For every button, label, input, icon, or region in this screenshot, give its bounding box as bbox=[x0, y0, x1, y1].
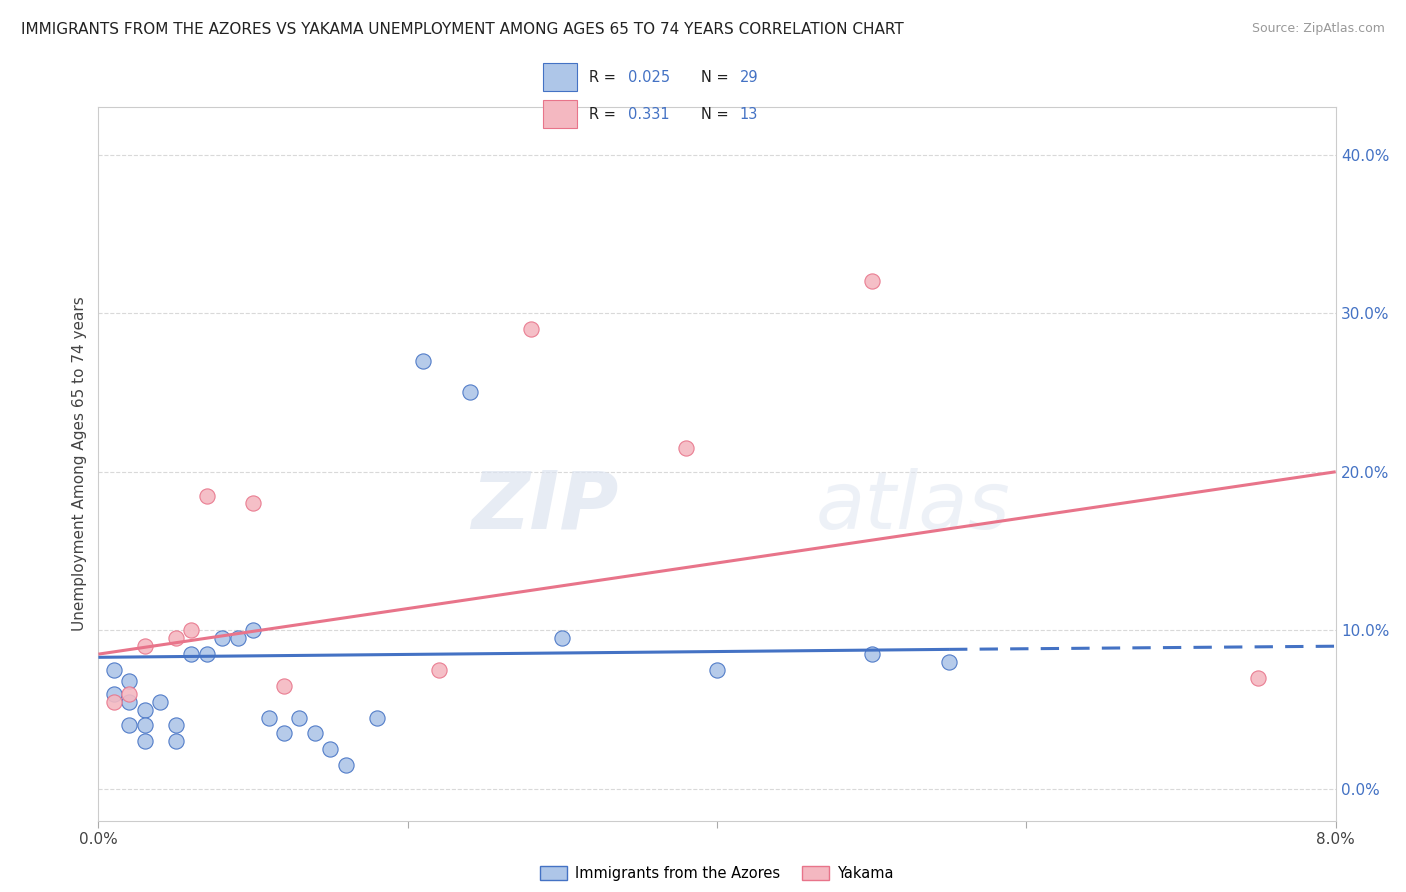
Point bbox=[412, 353, 434, 368]
Point bbox=[257, 710, 280, 724]
Point bbox=[103, 687, 125, 701]
Point bbox=[180, 647, 202, 661]
Point bbox=[319, 742, 342, 756]
Point bbox=[118, 695, 141, 709]
Text: R =: R = bbox=[589, 70, 620, 85]
Text: IMMIGRANTS FROM THE AZORES VS YAKAMA UNEMPLOYMENT AMONG AGES 65 TO 74 YEARS CORR: IMMIGRANTS FROM THE AZORES VS YAKAMA UNE… bbox=[21, 22, 904, 37]
Point bbox=[860, 647, 883, 661]
Text: 0.331: 0.331 bbox=[628, 107, 669, 122]
Text: 0.025: 0.025 bbox=[628, 70, 671, 85]
Text: 29: 29 bbox=[740, 70, 758, 85]
Point bbox=[1247, 671, 1270, 685]
Point bbox=[427, 663, 450, 677]
Point bbox=[860, 275, 883, 289]
Point bbox=[335, 758, 357, 772]
Point bbox=[134, 639, 156, 653]
Point bbox=[520, 322, 543, 336]
Point bbox=[304, 726, 326, 740]
Text: 13: 13 bbox=[740, 107, 758, 122]
Point bbox=[458, 385, 481, 400]
Point bbox=[180, 624, 202, 638]
Point bbox=[118, 674, 141, 689]
Point bbox=[242, 624, 264, 638]
Text: N =: N = bbox=[700, 107, 733, 122]
Text: ZIP: ZIP bbox=[471, 467, 619, 546]
Y-axis label: Unemployment Among Ages 65 to 74 years: Unemployment Among Ages 65 to 74 years bbox=[72, 296, 87, 632]
Point bbox=[118, 718, 141, 732]
Point bbox=[134, 703, 156, 717]
Point bbox=[149, 695, 172, 709]
Point bbox=[242, 496, 264, 510]
Point bbox=[165, 734, 187, 748]
Point bbox=[195, 489, 218, 503]
Point bbox=[165, 632, 187, 646]
Point bbox=[103, 695, 125, 709]
Point bbox=[273, 726, 295, 740]
Text: atlas: atlas bbox=[815, 467, 1011, 546]
Legend: Immigrants from the Azores, Yakama: Immigrants from the Azores, Yakama bbox=[540, 866, 894, 881]
Point bbox=[288, 710, 311, 724]
Point bbox=[706, 663, 728, 677]
Point bbox=[675, 441, 697, 455]
Point bbox=[134, 718, 156, 732]
Point bbox=[103, 663, 125, 677]
Point bbox=[226, 632, 249, 646]
Point bbox=[938, 655, 960, 669]
Text: Source: ZipAtlas.com: Source: ZipAtlas.com bbox=[1251, 22, 1385, 36]
Point bbox=[551, 632, 574, 646]
Point bbox=[165, 718, 187, 732]
Point bbox=[134, 734, 156, 748]
Bar bbox=[543, 62, 576, 91]
Point bbox=[118, 687, 141, 701]
Point bbox=[211, 632, 233, 646]
Text: N =: N = bbox=[700, 70, 733, 85]
Point bbox=[366, 710, 388, 724]
Point bbox=[195, 647, 218, 661]
Point bbox=[273, 679, 295, 693]
Bar bbox=[543, 100, 576, 128]
Text: R =: R = bbox=[589, 107, 620, 122]
